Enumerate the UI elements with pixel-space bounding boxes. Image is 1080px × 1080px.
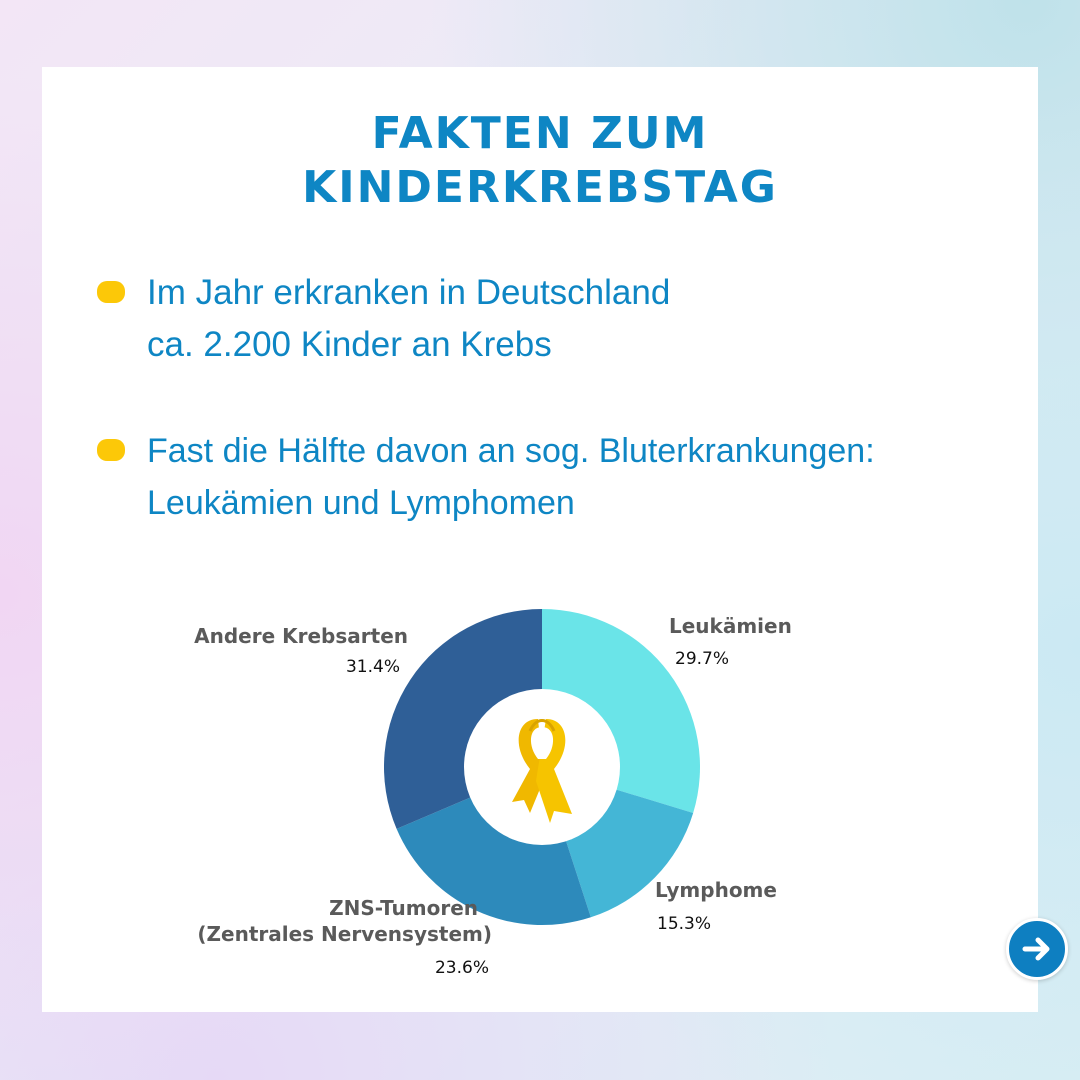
label-lymphome: Lymphome [655,878,777,902]
arrow-right-icon [1022,937,1050,961]
next-button[interactable] [1006,918,1068,980]
fact-bullet-2: Fast die Hälfte davon an sog. Bluterkran… [97,425,1017,529]
fact-text-2: Fast die Hälfte davon an sog. Bluterkran… [147,432,875,522]
bullet-dot-icon [97,281,125,303]
donut-chart: Leukämien 29.7% Lymphome 15.3% ZNS-Tumor… [194,609,792,978]
value-zns-tumoren: 23.6% [435,958,489,978]
title-line-2: KINDERKREBSTAG [302,162,778,213]
title-line-1: FAKTEN ZUM [371,108,709,159]
bullet-dot-icon [97,439,125,461]
label-zns-tumoren: ZNS-Tumoren (Zentrales Nervensystem) [197,896,492,946]
label-andere-krebsarten: Andere Krebsarten [194,624,408,648]
value-leukaemien: 29.7% [675,649,729,669]
yellow-ribbon-icon [512,719,572,823]
fact-text-1: Im Jahr erkranken in Deutschland ca. 2.2… [147,273,671,364]
value-lymphome: 15.3% [657,914,711,934]
value-andere-krebsarten: 31.4% [346,657,400,677]
content-card: FAKTEN ZUM KINDERKREBSTAG Im Jahr erkran… [42,67,1038,1012]
page-title: FAKTEN ZUM KINDERKREBSTAG [42,107,1038,215]
fact-bullet-1: Im Jahr erkranken in Deutschland ca. 2.2… [97,267,1017,371]
label-leukaemien: Leukämien [669,614,792,638]
